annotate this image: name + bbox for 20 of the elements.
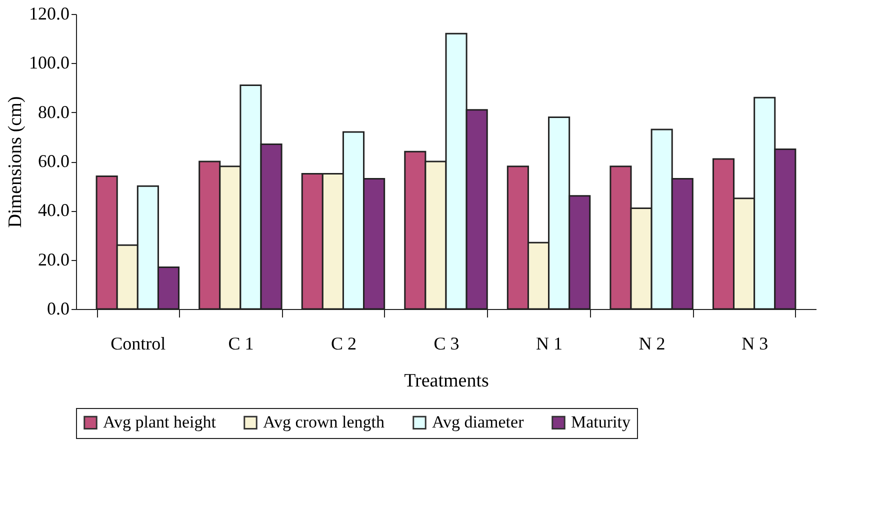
x-tick-label: N 2 (638, 334, 666, 354)
x-tick-label: Control (110, 334, 166, 354)
y-axis-title: Dimensions (cm) (5, 96, 26, 228)
x-axis-title: Treatments (404, 370, 489, 392)
y-tick-label: 0.0 (47, 298, 70, 318)
y-tick-label: 20.0 (38, 249, 70, 270)
y-tick-label: 80.0 (38, 102, 70, 122)
legend-label: Maturity (571, 412, 631, 432)
y-tick-label: 60.0 (38, 151, 70, 171)
x-tick-label: C 3 (434, 334, 460, 354)
legend-label: Avg diameter (432, 412, 524, 432)
y-tick-label: 120.0 (29, 4, 70, 24)
y-tick-label: 100.0 (29, 52, 70, 73)
x-tick-label: C 2 (330, 334, 356, 354)
x-tick-label: N 3 (742, 334, 768, 354)
x-tick-label: C 1 (228, 334, 254, 354)
legend-label: Avg plant height (103, 412, 216, 432)
x-tick-label: N 1 (536, 334, 563, 354)
legend-label: Avg crown length (263, 412, 385, 432)
y-tick-label: 40.0 (38, 200, 70, 220)
